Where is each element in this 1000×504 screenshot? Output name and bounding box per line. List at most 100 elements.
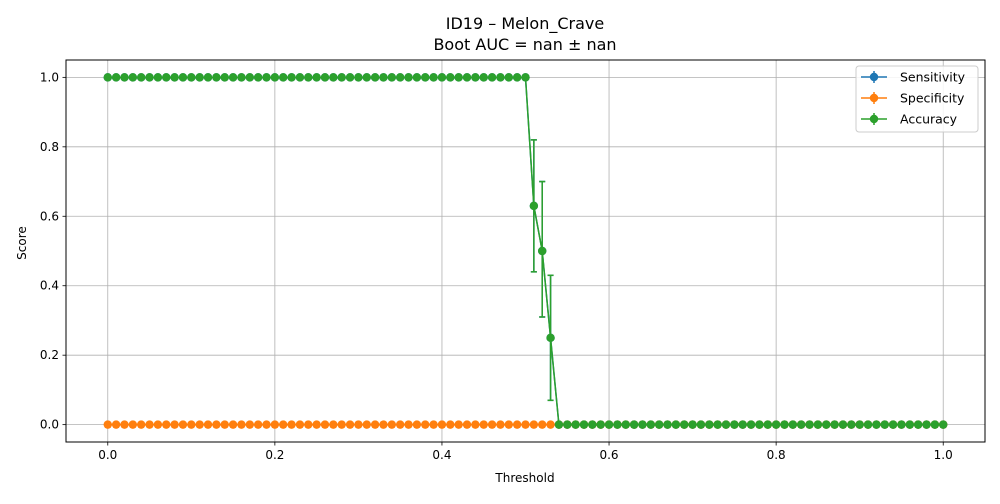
- data-point-specificity: [145, 420, 154, 429]
- data-point-specificity: [379, 420, 388, 429]
- series-accuracy: [103, 73, 948, 429]
- data-point-specificity: [136, 420, 146, 429]
- data-point-specificity: [153, 420, 163, 429]
- data-point-accuracy: [479, 73, 488, 82]
- data-point-accuracy: [663, 420, 672, 429]
- data-point-specificity: [421, 420, 430, 429]
- y-tick-label: 0.0: [40, 418, 59, 432]
- data-point-accuracy: [863, 420, 873, 429]
- data-point-specificity: [429, 420, 438, 429]
- legend-entry-specificity: Specificity: [861, 91, 965, 106]
- data-point-accuracy: [780, 420, 789, 429]
- data-point-specificity: [195, 420, 204, 429]
- data-point-accuracy: [680, 420, 689, 429]
- data-point-specificity: [320, 420, 330, 429]
- ticks-layer: 0.0 0.2 0.4 0.6 0.8 1.0 0.0 0.2 0.4 0.6 0.8 1.0: [40, 70, 953, 462]
- data-point-accuracy: [512, 73, 522, 82]
- legend-frame: [855, 65, 979, 133]
- data-point-accuracy: [404, 73, 413, 82]
- y-tick-label: 0.6: [40, 209, 59, 223]
- data-point-accuracy: [454, 73, 463, 82]
- data-point-specificity: [329, 420, 338, 429]
- data-point-accuracy: [203, 73, 213, 82]
- data-point-accuracy: [872, 420, 881, 429]
- data-point-accuracy: [362, 73, 371, 82]
- data-point-specificity: [496, 420, 505, 429]
- data-point-accuracy: [195, 73, 204, 82]
- legend-label: Accuracy: [900, 112, 958, 127]
- data-point-accuracy: [178, 73, 188, 82]
- data-point-accuracy: [746, 420, 756, 429]
- data-point-accuracy: [111, 73, 121, 82]
- data-point-specificity: [128, 420, 138, 429]
- data-point-accuracy: [262, 73, 271, 82]
- data-point-accuracy: [755, 420, 764, 429]
- data-point-accuracy: [838, 420, 848, 429]
- data-point-accuracy: [387, 73, 397, 82]
- data-point-specificity: [295, 420, 305, 429]
- data-point-accuracy: [228, 73, 238, 82]
- data-point-accuracy: [304, 73, 313, 82]
- legend-swatch-marker: [869, 93, 879, 103]
- data-point-specificity: [187, 420, 196, 429]
- data-point-accuracy: [471, 73, 480, 82]
- data-point-specificity: [362, 420, 371, 429]
- data-point-accuracy: [253, 73, 263, 82]
- data-point-specificity: [270, 420, 280, 429]
- data-point-specificity: [262, 420, 271, 429]
- x-tick-label: 0.6: [599, 448, 618, 462]
- data-point-accuracy: [596, 420, 605, 429]
- x-tick-label: 1.0: [934, 448, 953, 462]
- data-point-specificity: [437, 420, 447, 429]
- legend-swatch-marker: [869, 114, 879, 124]
- data-point-accuracy: [337, 73, 346, 82]
- data-point-accuracy: [496, 73, 505, 82]
- data-point-accuracy: [688, 420, 697, 429]
- data-point-accuracy: [730, 420, 739, 429]
- data-point-specificity: [304, 420, 313, 429]
- data-point-accuracy: [279, 73, 288, 82]
- data-point-accuracy: [654, 420, 664, 429]
- data-point-specificity: [253, 420, 263, 429]
- data-point-specificity: [546, 420, 555, 429]
- data-point-specificity: [479, 420, 488, 429]
- data-point-accuracy: [880, 420, 889, 429]
- data-point-specificity: [487, 420, 497, 429]
- y-tick-label: 0.2: [40, 348, 59, 362]
- data-point-specificity: [312, 420, 321, 429]
- data-point-specificity: [395, 420, 405, 429]
- data-point-specificity: [162, 420, 171, 429]
- data-point-accuracy: [370, 73, 380, 82]
- data-point-accuracy: [805, 420, 814, 429]
- data-point-specificity: [120, 420, 129, 429]
- data-point-accuracy: [705, 420, 714, 429]
- data-point-accuracy: [847, 420, 856, 429]
- data-point-accuracy: [922, 420, 931, 429]
- x-axis-label: Threshold: [494, 471, 554, 485]
- data-point-specificity: [370, 420, 380, 429]
- data-point-specificity: [345, 420, 355, 429]
- data-point-specificity: [387, 420, 397, 429]
- data-point-specificity: [462, 420, 472, 429]
- legend-entry-accuracy: Accuracy: [861, 112, 958, 127]
- data-point-accuracy: [212, 73, 221, 82]
- data-point-accuracy: [170, 73, 179, 82]
- data-point-accuracy: [571, 420, 580, 429]
- data-point-accuracy: [237, 73, 246, 82]
- data-point-accuracy: [379, 73, 388, 82]
- data-point-accuracy: [905, 420, 915, 429]
- data-point-specificity: [446, 420, 455, 429]
- legend-label: Specificity: [900, 91, 965, 106]
- data-point-accuracy: [797, 420, 806, 429]
- data-point-accuracy: [287, 73, 296, 82]
- data-point-accuracy: [421, 73, 430, 82]
- data-point-specificity: [504, 420, 513, 429]
- legend-swatch-marker: [869, 72, 879, 82]
- chart-subtitle: Boot AUC = nan ± nan: [433, 35, 616, 54]
- data-point-accuracy: [437, 73, 447, 82]
- data-point-accuracy: [713, 420, 722, 429]
- data-point-accuracy: [621, 420, 630, 429]
- data-point-specificity: [454, 420, 463, 429]
- data-point-accuracy: [930, 420, 940, 429]
- data-point-specificity: [404, 420, 413, 429]
